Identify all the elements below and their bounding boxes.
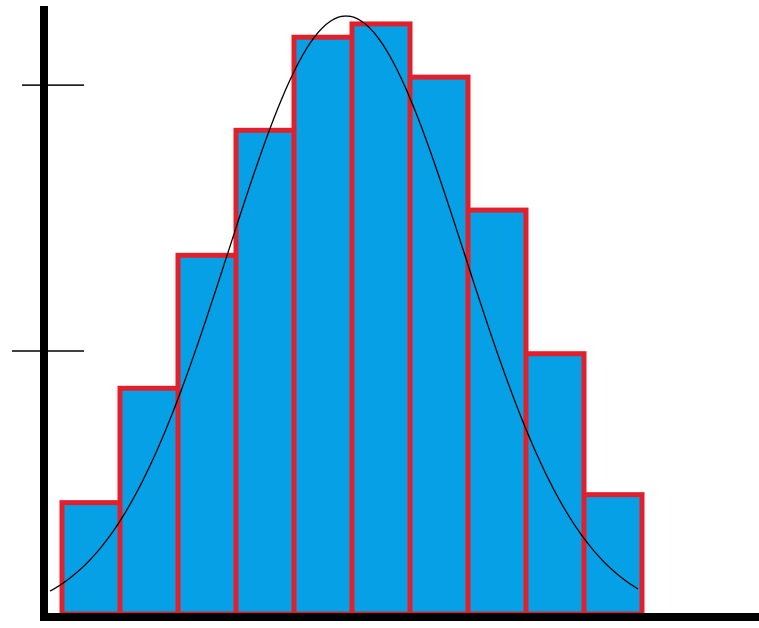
bars-layer [59, 21, 645, 617]
density-curve [49, 15, 639, 592]
bar-5 [291, 34, 355, 617]
bar-3 [175, 252, 239, 617]
axes-layer [12, 6, 759, 621]
bar-7 [407, 74, 471, 617]
bar-6 [349, 21, 413, 617]
curve-layer [49, 15, 639, 592]
bar-8 [465, 207, 529, 617]
bar-10 [581, 492, 645, 617]
bar-9 [523, 351, 587, 617]
